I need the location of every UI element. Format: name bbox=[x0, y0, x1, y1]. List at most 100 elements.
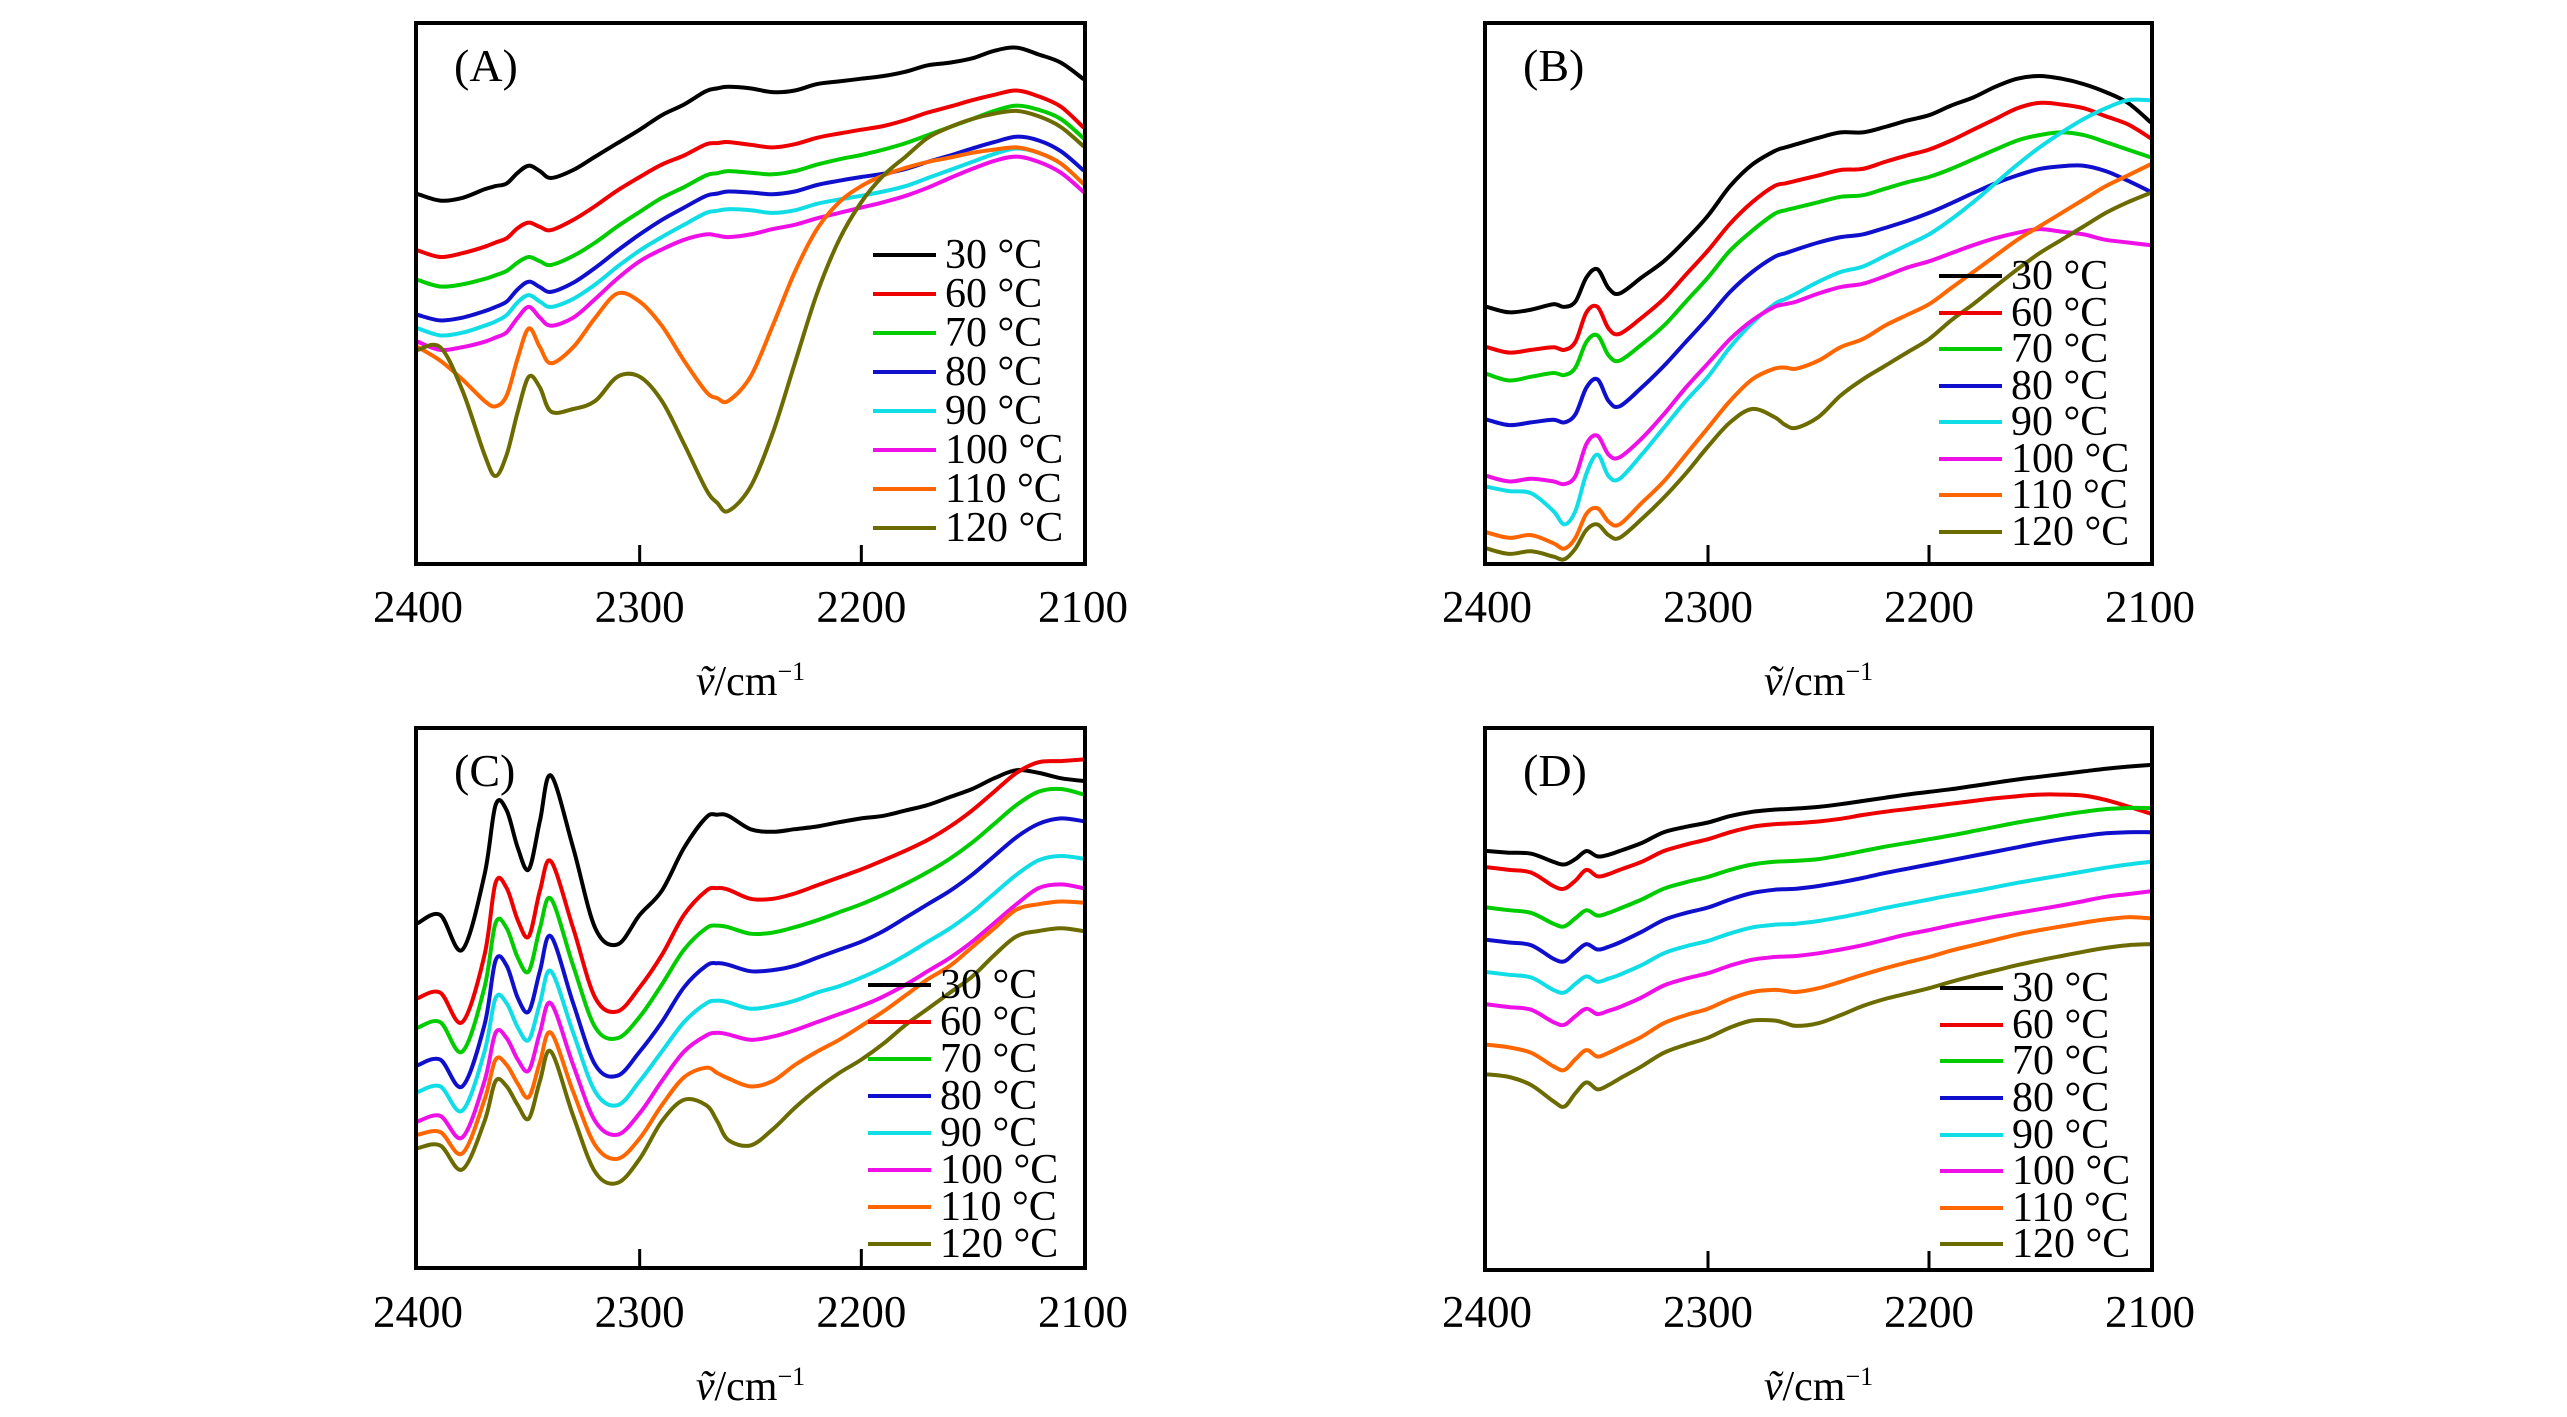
legend-label: 110 °C bbox=[2011, 472, 2128, 519]
nu-tilde-symbol: ṽ bbox=[1763, 1364, 1783, 1410]
spectrum-curve-120C bbox=[1487, 942, 2150, 1109]
x-tick-label: 2200 bbox=[1884, 1287, 1974, 1337]
spectrum-curve-110C bbox=[418, 145, 1083, 409]
legend-line-sample bbox=[868, 1241, 931, 1246]
legend-label: 100 °C bbox=[2012, 1148, 2131, 1195]
spectrum-curve-60C bbox=[418, 757, 1083, 1025]
panel-c: (C) 30 °C 60 °C 70 °C 80 °C 90 °C 100 °C 110 °… bbox=[373, 726, 1128, 1410]
legend-line-sample bbox=[868, 1093, 931, 1098]
legend-item: 90 °C bbox=[873, 388, 1063, 434]
legend-line-sample bbox=[873, 408, 936, 413]
legend-line-sample bbox=[873, 252, 936, 257]
legend-item: 30 °C bbox=[873, 232, 1063, 278]
legend-line-sample bbox=[873, 330, 936, 335]
legend-label: 80 °C bbox=[940, 1072, 1038, 1119]
spectrum-curve-110C bbox=[1487, 915, 2150, 1073]
legend-label: 110 °C bbox=[2012, 1184, 2129, 1231]
legend-line-sample bbox=[868, 1204, 931, 1209]
legend-item: 100 °C bbox=[1939, 436, 2129, 482]
axis-unit: /cm bbox=[714, 659, 778, 705]
legend-item: 80 °C bbox=[1939, 363, 2129, 409]
x-tick-labels-b: 2400 2300 2200 2100 bbox=[1442, 585, 2195, 641]
legend-line-sample bbox=[1940, 1022, 2003, 1027]
spectrum-curve-100C bbox=[418, 882, 1083, 1141]
spectrum-curve-80C bbox=[1487, 830, 2150, 964]
legend-label: 30 °C bbox=[2012, 965, 2110, 1012]
legend-item: 80 °C bbox=[873, 349, 1063, 395]
legend-line-sample bbox=[868, 1019, 931, 1024]
spectrum-curve-90C bbox=[418, 146, 1083, 338]
legend-label: 60 °C bbox=[2011, 289, 2109, 336]
legend-item: 60 °C bbox=[873, 271, 1063, 317]
x-tick-label: 2100 bbox=[2105, 582, 2195, 632]
spectrum-curve-60C bbox=[1487, 100, 2150, 355]
spectrum-curve-90C bbox=[1487, 97, 2150, 527]
legend-item: 70 °C bbox=[873, 310, 1063, 356]
x-tick-label: 2100 bbox=[2105, 1287, 2195, 1337]
axis-exponent: −1 bbox=[777, 1362, 806, 1391]
spectrum-curve-70C bbox=[1487, 130, 2150, 383]
axis-unit: /cm bbox=[1782, 659, 1846, 705]
panel-label-b: (B) bbox=[1523, 40, 1585, 91]
legend-line-sample bbox=[1940, 1242, 2003, 1247]
legend-label: 100 °C bbox=[2011, 435, 2130, 482]
legend-label: 90 °C bbox=[940, 1109, 1038, 1156]
x-axis-title-b: ṽ/cm−1 bbox=[1487, 657, 2150, 706]
legend-item: 120 °C bbox=[868, 1221, 1058, 1267]
legend-label: 60 °C bbox=[940, 998, 1038, 1045]
legend-label: 80 °C bbox=[945, 348, 1043, 395]
legend-item: 120 °C bbox=[1939, 509, 2129, 555]
panel-label-a: (A) bbox=[454, 40, 518, 91]
spectrum-curve-110C bbox=[418, 899, 1083, 1162]
legend-item: 70 °C bbox=[1940, 1038, 2130, 1084]
spectrum-curve-90C bbox=[418, 853, 1083, 1114]
legend-label: 110 °C bbox=[945, 465, 1062, 512]
legend-d: 30 °C 60 °C 70 °C 80 °C 90 °C 100 °C 110 °C 120… bbox=[1940, 965, 2131, 1267]
spectra-canvas-d bbox=[1487, 763, 2150, 1268]
legend-line-sample bbox=[868, 982, 931, 987]
axis-exponent: −1 bbox=[1845, 1362, 1874, 1391]
legend-item: 60 °C bbox=[1939, 290, 2129, 336]
legend-item: 90 °C bbox=[868, 1110, 1058, 1156]
legend-a: 30 °C 60 °C 70 °C 80 °C 90 °C 100 °C 110 °C 120… bbox=[873, 232, 1064, 551]
x-tick-labels-c: 2400 2300 2200 2100 bbox=[373, 1287, 1128, 1346]
x-tick-label: 2300 bbox=[594, 1287, 685, 1337]
legend-label: 90 °C bbox=[945, 387, 1043, 434]
axis-exponent: −1 bbox=[1845, 657, 1874, 686]
x-tick-label: 2400 bbox=[373, 582, 463, 632]
x-tick-label: 2400 bbox=[373, 1287, 463, 1337]
legend-line-sample bbox=[873, 369, 936, 374]
x-tick-label: 2400 bbox=[1442, 582, 1532, 632]
legend-line-sample bbox=[1940, 1169, 2003, 1174]
legend-label: 120 °C bbox=[940, 1220, 1059, 1267]
spectra-canvas-a bbox=[418, 45, 1083, 562]
legend-line-sample bbox=[1939, 529, 2002, 534]
spectrum-curve-30C bbox=[1487, 74, 2150, 315]
legend-line-sample bbox=[1940, 1132, 2003, 1137]
legend-label: 80 °C bbox=[2011, 362, 2109, 409]
legend-label: 60 °C bbox=[2012, 1001, 2110, 1048]
legend-label: 100 °C bbox=[945, 426, 1064, 473]
panel-b: (B) 30 °C 60 °C 70 °C 80 °C 90 °C 100 °C 110 °… bbox=[1442, 21, 2195, 705]
legend-line-sample bbox=[1939, 493, 2002, 498]
legend-item: 70 °C bbox=[868, 1036, 1058, 1082]
legend-b: 30 °C 60 °C 70 °C 80 °C 90 °C 100 °C 110 °C 120… bbox=[1939, 253, 2129, 555]
legend-item: 90 °C bbox=[1940, 1112, 2130, 1158]
legend-c: 30 °C 60 °C 70 °C 80 °C 90 °C 100 °C 110 °C 120… bbox=[868, 962, 1059, 1267]
spectrum-curve-80C bbox=[418, 134, 1083, 323]
legend-label: 70 °C bbox=[940, 1035, 1038, 1082]
legend-line-sample bbox=[1940, 1205, 2003, 1210]
x-tick-label: 2300 bbox=[1663, 1287, 1753, 1337]
legend-label: 30 °C bbox=[945, 231, 1043, 278]
legend-label: 110 °C bbox=[940, 1183, 1057, 1230]
legend-item: 30 °C bbox=[1939, 253, 2129, 299]
legend-item: 60 °C bbox=[868, 999, 1058, 1045]
nu-tilde-symbol: ṽ bbox=[695, 659, 715, 705]
x-axis-title-d: ṽ/cm−1 bbox=[1487, 1362, 2150, 1411]
legend-label: 90 °C bbox=[2012, 1111, 2110, 1158]
legend-label: 100 °C bbox=[940, 1146, 1059, 1193]
legend-label: 120 °C bbox=[945, 504, 1064, 551]
legend-label: 80 °C bbox=[2012, 1075, 2110, 1122]
x-axis-title-a: ṽ/cm−1 bbox=[418, 657, 1083, 706]
spectrum-curve-60C bbox=[1487, 792, 2150, 892]
